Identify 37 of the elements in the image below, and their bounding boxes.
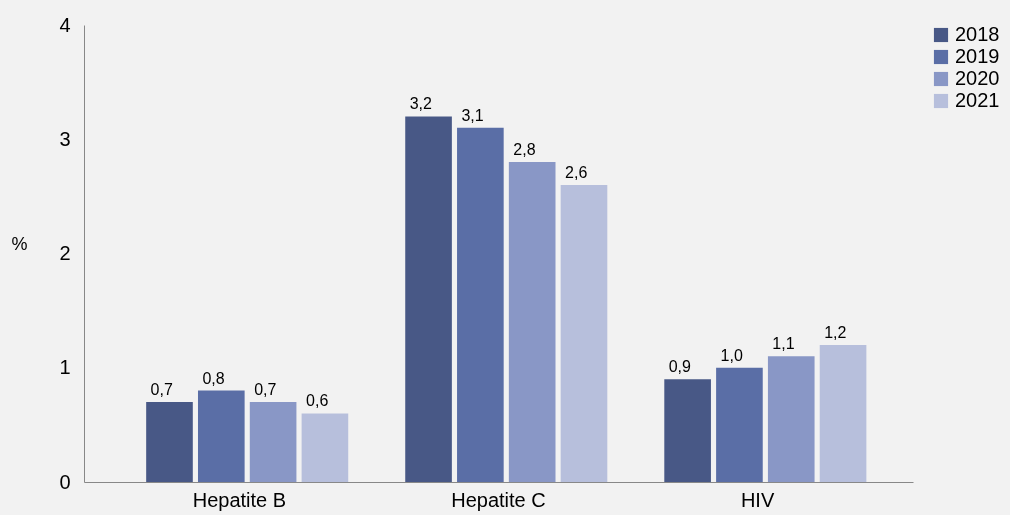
data-label: 0,8 (202, 369, 225, 387)
data-label: 1,0 (720, 346, 743, 364)
data-label: 0,9 (668, 358, 692, 376)
legend-label: 2021 (955, 89, 1000, 111)
data-label: 2,8 (513, 141, 536, 159)
data-label: 1,1 (772, 335, 795, 353)
bar (560, 184, 608, 482)
y-tick-label: 2 (59, 242, 71, 264)
data-label: 2,6 (565, 163, 588, 181)
legend-label: 2020 (955, 67, 1000, 89)
x-tick-label: Hepatite C (451, 488, 546, 511)
x-tick-label: Hepatite B (192, 488, 287, 511)
bar (716, 367, 763, 482)
bar (819, 344, 867, 482)
bar (767, 356, 815, 482)
bar (664, 379, 711, 482)
data-label: 1,2 (824, 323, 847, 341)
bar (457, 127, 504, 482)
y-tick-label: 1 (59, 356, 71, 379)
y-tick-label: 4 (59, 13, 71, 36)
legend-label: 2019 (955, 45, 1000, 67)
x-tick-label: HIV (740, 488, 775, 511)
bar (146, 402, 193, 482)
data-label: 0,7 (254, 381, 277, 399)
bar (508, 162, 556, 482)
data-label: 3,2 (409, 95, 432, 113)
bar (197, 390, 245, 482)
data-label: 0,6 (306, 392, 329, 410)
bar (249, 402, 297, 482)
y-axis-title: % (11, 234, 28, 254)
data-label: 0,7 (150, 381, 173, 399)
legend-label: 2018 (955, 23, 1000, 45)
y-tick-label: 3 (59, 127, 71, 150)
y-tick-label: 0 (59, 470, 71, 493)
data-label: 3,1 (461, 106, 484, 124)
bar (405, 116, 452, 482)
bar (301, 413, 349, 482)
